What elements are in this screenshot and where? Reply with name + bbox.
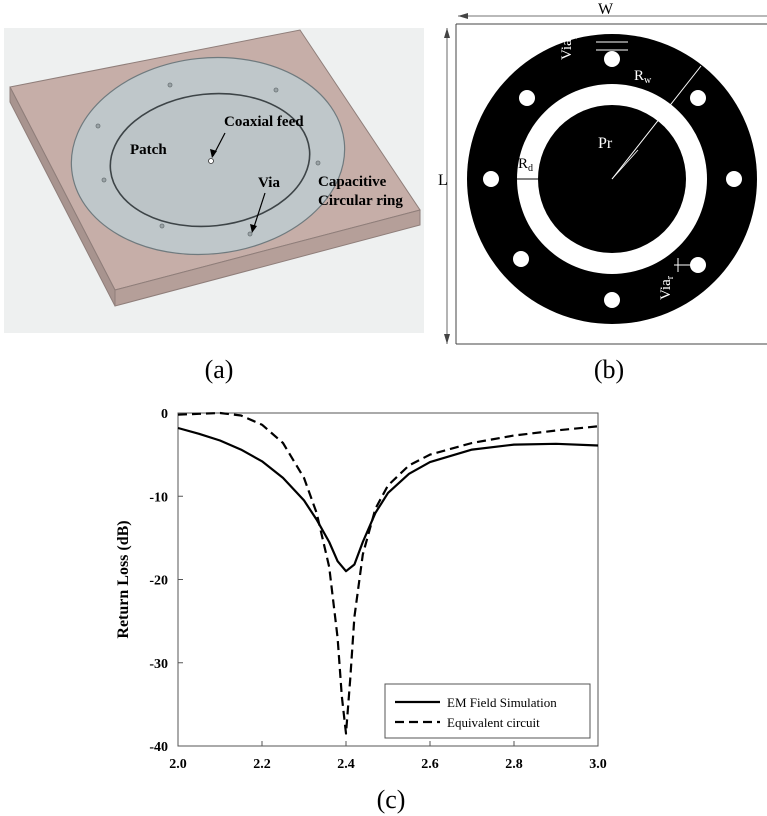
x-tick-label: 3.0 (589, 757, 607, 772)
label-via-r: Viar (658, 275, 676, 300)
x-tick-label: 2.8 (505, 757, 523, 772)
label-ring-width: Rw (634, 68, 652, 86)
substrate-front-face (114, 209, 421, 307)
y-tick-label: -20 (149, 574, 168, 589)
caption-a: (a) (204, 355, 234, 384)
y-tick-label: -10 (149, 490, 168, 505)
label-via-p: Viap (559, 34, 577, 60)
legend-box (384, 683, 591, 739)
label-ring-line2: Circular ring (318, 193, 403, 209)
antenna-3d-render: Patch Coaxial feed Via Capacitive Circul… (4, 28, 424, 333)
series-line-1 (177, 426, 599, 573)
via-holes (95, 82, 321, 237)
figure-panel-b: W L Viap Rw P (438, 0, 767, 350)
y-axis-label: Return Loss (dB) (115, 520, 132, 638)
figure-panel-a: Patch Coaxial feed Via Capacitive Circul… (0, 0, 430, 340)
caption-c: (c) (376, 785, 406, 814)
label-ring-line1: Capacitive (318, 174, 387, 190)
label-coaxial-feed: Coaxial feed (224, 114, 304, 130)
label-patch-radius: Pr (598, 135, 613, 152)
return-loss-chart: 2.02.22.42.62.83.00-10-20-30-40Frequency… (115, 407, 607, 806)
label-patch: Patch (130, 142, 167, 158)
y-tick-label: -30 (149, 657, 168, 672)
figure-panel-c: 2.02.22.42.62.83.00-10-20-30-40Frequency… (100, 395, 620, 806)
ring-radius-line (611, 65, 702, 180)
x-tick-label: 2.0 (169, 757, 187, 772)
y-tick-label: 0 (161, 407, 168, 422)
x-tick-label: 2.2 (253, 757, 271, 772)
label-gap: Rd (518, 156, 533, 174)
legend-label-1: EM Field Simulation (447, 695, 557, 710)
label-via: Via (258, 175, 280, 191)
coaxial-feed-point (208, 158, 214, 164)
label-length: L (438, 172, 448, 189)
label-width: W (598, 1, 614, 18)
antenna-top-view: W L Viap Rw P (438, 1, 767, 345)
x-tick-label: 2.4 (337, 757, 355, 772)
via-holes-top (483, 51, 742, 308)
legend-label-2: Equivalent circuit (447, 715, 540, 730)
series-line-2 (177, 411, 599, 735)
caption-b: (b) (593, 355, 625, 384)
x-tick-label: 2.6 (421, 757, 439, 772)
via-arrow (252, 192, 266, 231)
y-tick-label: -40 (149, 740, 168, 755)
